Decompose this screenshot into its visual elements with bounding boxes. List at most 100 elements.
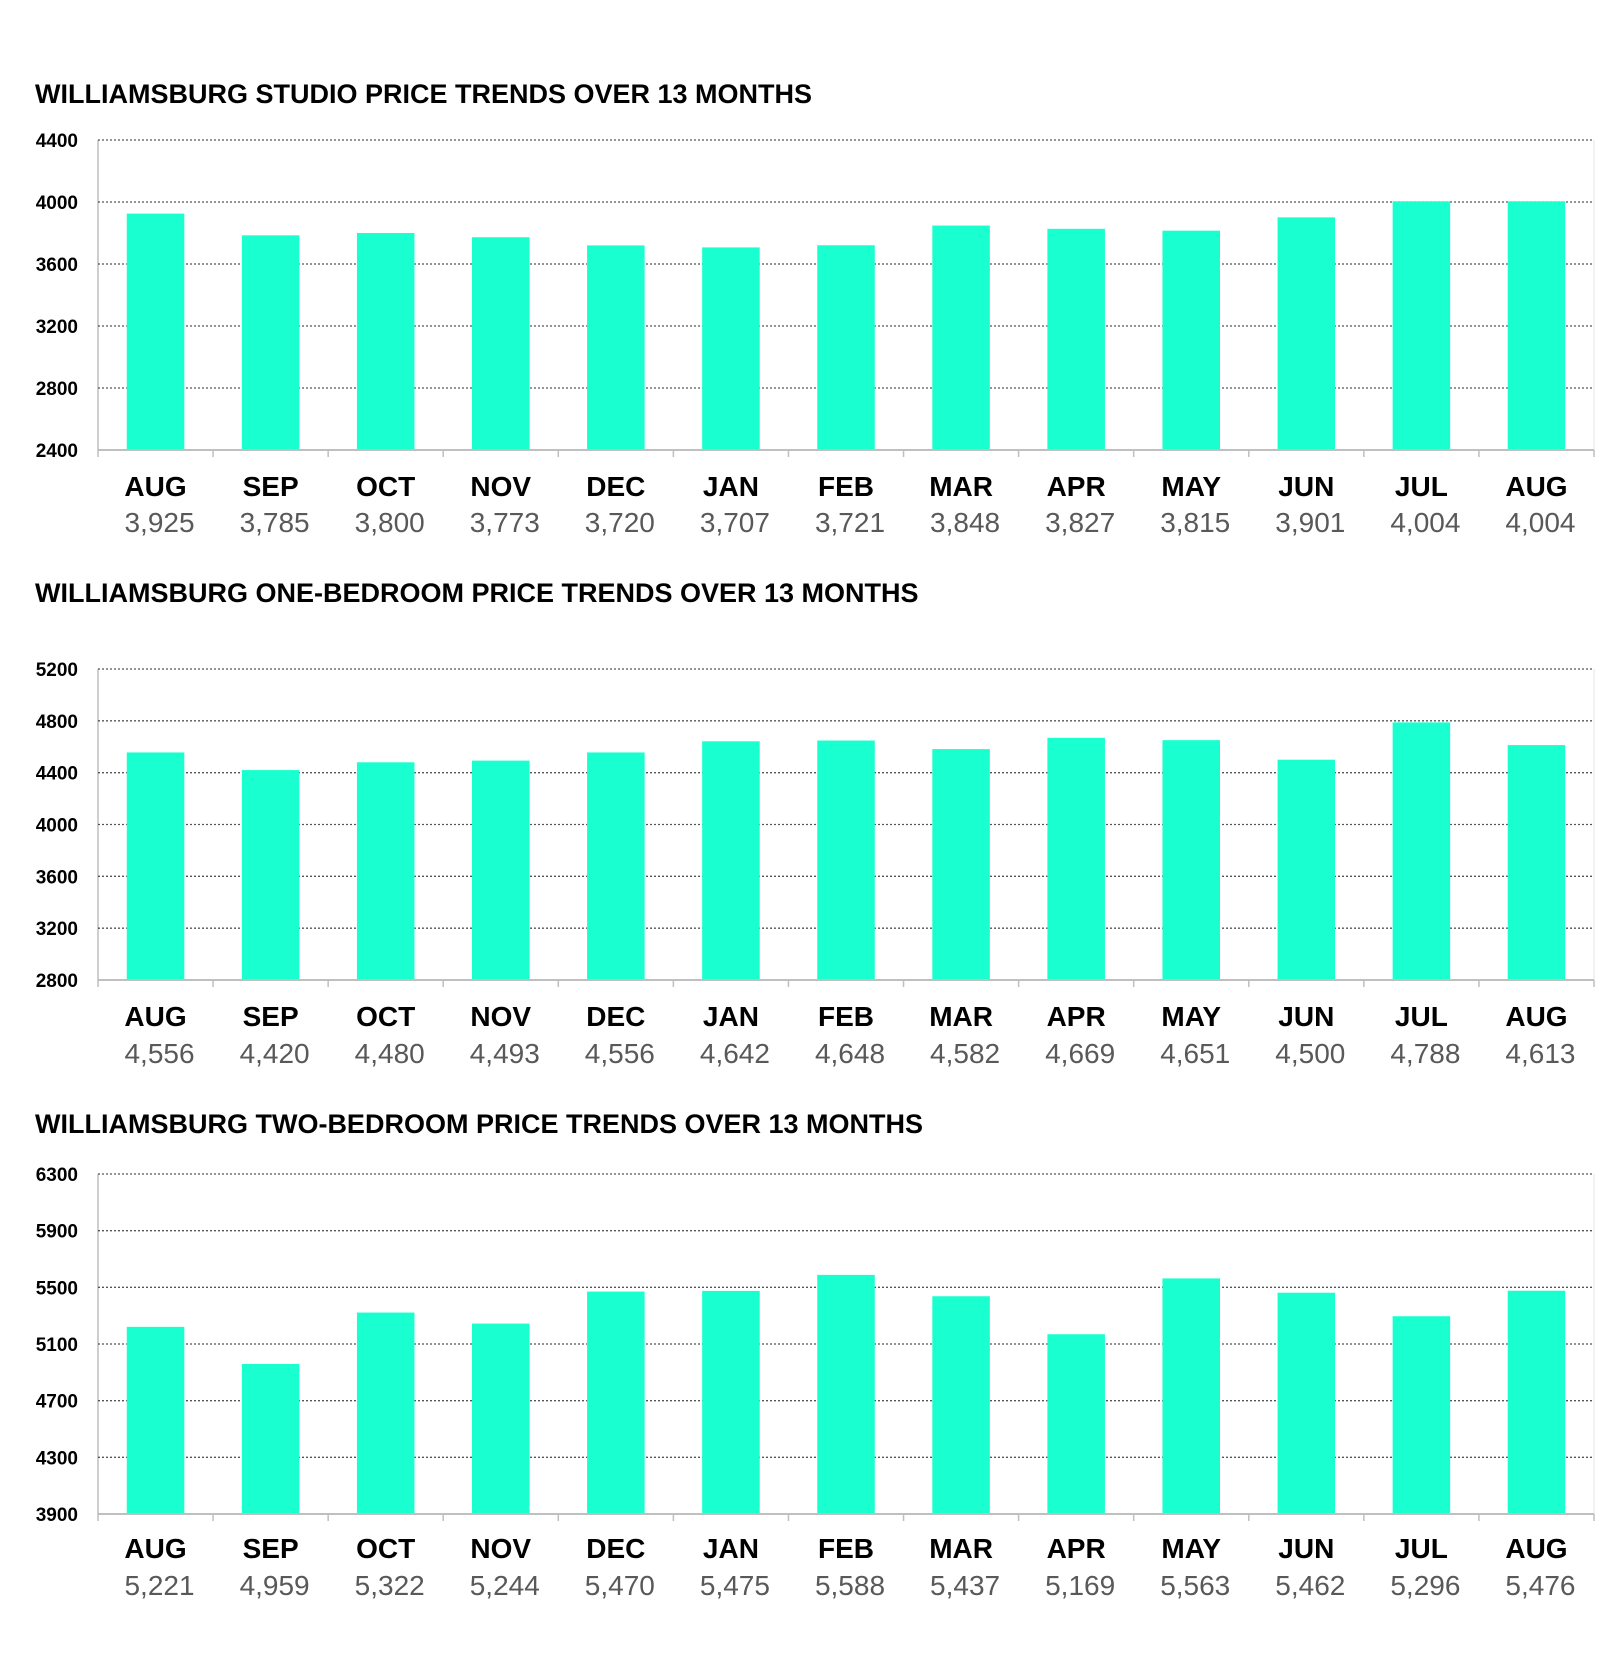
- studio-category-label: MAY: [1161, 471, 1221, 502]
- studio-bar: [1162, 230, 1220, 450]
- two-bedroom-bar: [817, 1274, 875, 1514]
- studio-value-label: 3,815: [1160, 507, 1230, 538]
- one-bedroom-bar: [817, 740, 875, 980]
- studio-y-tick-label: 2800: [36, 379, 78, 400]
- two-bedroom-bar: [587, 1291, 645, 1514]
- one-bedroom-chart-title: WILLIAMSBURG ONE-BEDROOM PRICE TRENDS OV…: [35, 578, 919, 608]
- two-bedroom-bar: [472, 1323, 530, 1514]
- one-bedroom-value-label: 4,556: [124, 1038, 194, 1069]
- studio-value-label: 3,785: [240, 507, 310, 538]
- one-bedroom-category-label: JAN: [703, 1001, 759, 1032]
- studio-bar: [1047, 228, 1105, 450]
- two-bedroom-y-tick-label: 5900: [36, 1222, 78, 1243]
- two-bedroom-value-label: 5,588: [815, 1570, 885, 1601]
- studio-bar: [587, 245, 645, 450]
- two-bedroom-value-label: 5,475: [700, 1570, 770, 1601]
- studio-category-label: JUN: [1278, 471, 1334, 502]
- one-bedroom-category-label: MAY: [1161, 1001, 1221, 1032]
- two-bedroom-bar: [1277, 1292, 1336, 1514]
- one-bedroom-category-label: MAR: [929, 1001, 993, 1032]
- two-bedroom-category-label: JUN: [1278, 1533, 1334, 1564]
- studio-category-label: AUG: [124, 471, 186, 502]
- one-bedroom-category-label: AUG: [124, 1001, 186, 1032]
- two-bedroom-category-label: MAY: [1161, 1533, 1221, 1564]
- studio-chart-title: WILLIAMSBURG STUDIO PRICE TRENDS OVER 13…: [35, 79, 812, 109]
- two-bedroom-category-label: AUG: [124, 1533, 186, 1564]
- studio-chart: WILLIAMSBURG STUDIO PRICE TRENDS OVER 13…: [35, 79, 1595, 538]
- one-bedroom-bar: [356, 762, 415, 980]
- studio-category-label: OCT: [356, 471, 415, 502]
- one-bedroom-bar: [1277, 759, 1336, 980]
- one-bedroom-bar: [587, 752, 645, 980]
- two-bedroom-y-tick-label: 4700: [36, 1392, 78, 1413]
- one-bedroom-value-label: 4,493: [470, 1038, 540, 1069]
- one-bedroom-category-label: SEP: [243, 1001, 299, 1032]
- one-bedroom-y-tick-label: 4000: [36, 816, 78, 837]
- two-bedroom-chart: WILLIAMSBURG TWO-BEDROOM PRICE TRENDS OV…: [35, 1109, 1595, 1601]
- studio-y-tick-label: 4000: [36, 193, 78, 214]
- two-bedroom-value-label: 5,437: [930, 1570, 1000, 1601]
- studio-category-label: JAN: [703, 471, 759, 502]
- studio-category-label: JUL: [1395, 471, 1448, 502]
- one-bedroom-value-label: 4,613: [1505, 1038, 1575, 1069]
- studio-value-label: 3,800: [355, 507, 425, 538]
- studio-value-label: 4,004: [1505, 507, 1575, 538]
- studio-value-label: 3,720: [585, 507, 655, 538]
- one-bedroom-value-label: 4,500: [1275, 1038, 1345, 1069]
- two-bedroom-bar: [126, 1326, 185, 1514]
- one-bedroom-y-tick-label: 5200: [36, 660, 78, 681]
- studio-bar: [702, 247, 760, 450]
- studio-value-label: 3,773: [470, 507, 540, 538]
- two-bedroom-value-label: 5,296: [1390, 1570, 1460, 1601]
- two-bedroom-bar: [1507, 1290, 1566, 1514]
- one-bedroom-value-label: 4,420: [240, 1038, 310, 1069]
- two-bedroom-category-label: FEB: [818, 1533, 874, 1564]
- two-bedroom-category-label: APR: [1047, 1533, 1106, 1564]
- two-bedroom-bar: [241, 1363, 300, 1514]
- studio-value-label: 3,827: [1045, 507, 1115, 538]
- studio-value-label: 3,925: [124, 507, 194, 538]
- studio-bar: [241, 235, 300, 450]
- one-bedroom-category-label: OCT: [356, 1001, 415, 1032]
- two-bedroom-bar: [1392, 1316, 1451, 1514]
- studio-value-label: 3,901: [1275, 507, 1345, 538]
- one-bedroom-category-label: JUL: [1395, 1001, 1448, 1032]
- one-bedroom-y-tick-label: 3600: [36, 867, 78, 888]
- one-bedroom-y-tick-label: 4400: [36, 764, 78, 785]
- two-bedroom-value-label: 4,959: [240, 1570, 310, 1601]
- two-bedroom-y-tick-label: 3900: [36, 1505, 78, 1526]
- one-bedroom-value-label: 4,788: [1390, 1038, 1460, 1069]
- two-bedroom-category-label: NOV: [470, 1533, 531, 1564]
- studio-category-label: AUG: [1505, 471, 1567, 502]
- one-bedroom-bar: [241, 770, 300, 980]
- studio-category-label: APR: [1047, 471, 1106, 502]
- studio-bar: [817, 245, 875, 450]
- two-bedroom-bar: [1162, 1278, 1220, 1514]
- studio-bar: [126, 213, 185, 450]
- studio-y-tick-label: 3600: [36, 255, 78, 276]
- two-bedroom-bar: [1047, 1334, 1105, 1514]
- two-bedroom-value-label: 5,462: [1275, 1570, 1345, 1601]
- one-bedroom-bar: [702, 741, 760, 980]
- two-bedroom-value-label: 5,563: [1160, 1570, 1230, 1601]
- two-bedroom-category-label: MAR: [929, 1533, 993, 1564]
- one-bedroom-value-label: 4,651: [1160, 1038, 1230, 1069]
- two-bedroom-y-tick-label: 6300: [36, 1165, 78, 1186]
- two-bedroom-value-label: 5,169: [1045, 1570, 1115, 1601]
- one-bedroom-value-label: 4,556: [585, 1038, 655, 1069]
- one-bedroom-value-label: 4,480: [355, 1038, 425, 1069]
- studio-value-label: 3,848: [930, 507, 1000, 538]
- two-bedroom-bar: [356, 1312, 415, 1514]
- one-bedroom-y-tick-label: 4800: [36, 712, 78, 733]
- two-bedroom-bar: [932, 1296, 990, 1514]
- two-bedroom-category-label: OCT: [356, 1533, 415, 1564]
- one-bedroom-chart: WILLIAMSBURG ONE-BEDROOM PRICE TRENDS OV…: [35, 578, 1595, 1069]
- studio-y-tick-label: 3200: [36, 317, 78, 338]
- one-bedroom-value-label: 4,642: [700, 1038, 770, 1069]
- one-bedroom-bar: [472, 760, 530, 980]
- one-bedroom-value-label: 4,648: [815, 1038, 885, 1069]
- one-bedroom-bar: [1392, 722, 1451, 980]
- two-bedroom-value-label: 5,322: [355, 1570, 425, 1601]
- two-bedroom-category-label: DEC: [586, 1533, 645, 1564]
